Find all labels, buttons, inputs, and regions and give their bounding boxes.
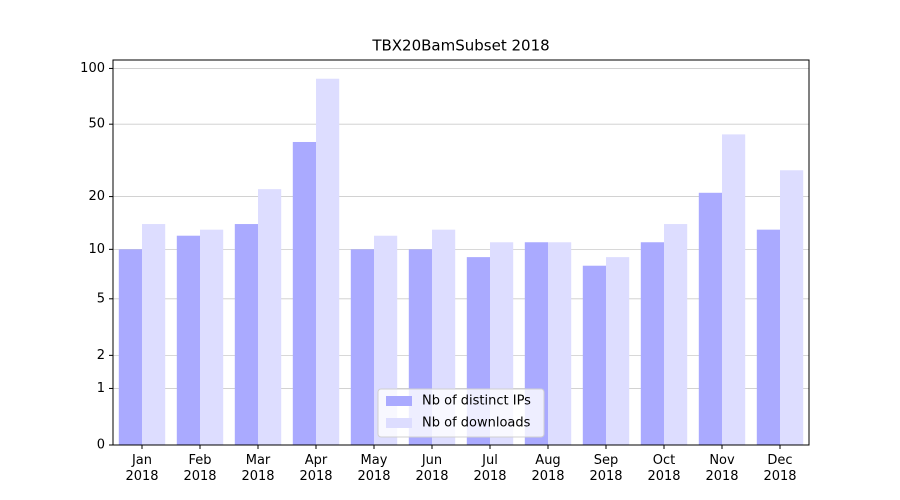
x-tick-label: Oct 2018 [647, 453, 681, 484]
plot-frame [112, 59, 810, 446]
bar [664, 224, 688, 445]
x-tick-label: Nov 2018 [705, 453, 739, 484]
bar [350, 249, 374, 445]
bar [234, 224, 258, 445]
x-tick-label: May 2018 [357, 453, 391, 484]
legend-label: Nb of distinct IPs [422, 394, 531, 409]
x-tick-label: Aug 2018 [531, 453, 565, 484]
bar [258, 189, 282, 445]
y-tick-label: 10 [88, 242, 105, 257]
x-tick-label: Jan 2018 [125, 453, 159, 484]
y-tick-label: 20 [88, 189, 105, 204]
x-tick-label: Jul 2018 [473, 453, 507, 484]
bar [142, 224, 166, 445]
x-tick-label: Jun 2018 [415, 453, 449, 484]
y-tick-label: 2 [97, 348, 105, 363]
legend-box [377, 388, 545, 438]
legend-label: Nb of downloads [422, 416, 531, 431]
legend-swatch [386, 396, 412, 406]
x-tick-label: Feb 2018 [183, 453, 217, 484]
x-tick-label: Apr 2018 [299, 453, 333, 484]
y-tick-label: 100 [80, 61, 105, 76]
x-tick-label: Sep 2018 [589, 453, 623, 484]
x-tick-label: Dec 2018 [763, 453, 797, 484]
bar [176, 235, 200, 445]
chart-title: TBX20BamSubset 2018 [371, 37, 549, 55]
bar [200, 229, 224, 445]
x-tick-label: Mar 2018 [241, 453, 275, 484]
bar [756, 229, 780, 445]
bar [780, 170, 804, 445]
bar [606, 257, 630, 445]
bar [548, 242, 572, 445]
bar [292, 141, 316, 446]
bar [316, 78, 340, 445]
y-tick-label: 1 [97, 381, 105, 396]
bar [640, 242, 664, 445]
y-tick-label: 5 [97, 291, 105, 306]
bar [582, 265, 606, 445]
y-tick-label: 50 [88, 117, 105, 132]
bar [698, 192, 722, 445]
bar [118, 249, 142, 445]
y-tick-label: 0 [97, 438, 105, 453]
legend-swatch [386, 418, 412, 428]
bar [722, 134, 746, 445]
